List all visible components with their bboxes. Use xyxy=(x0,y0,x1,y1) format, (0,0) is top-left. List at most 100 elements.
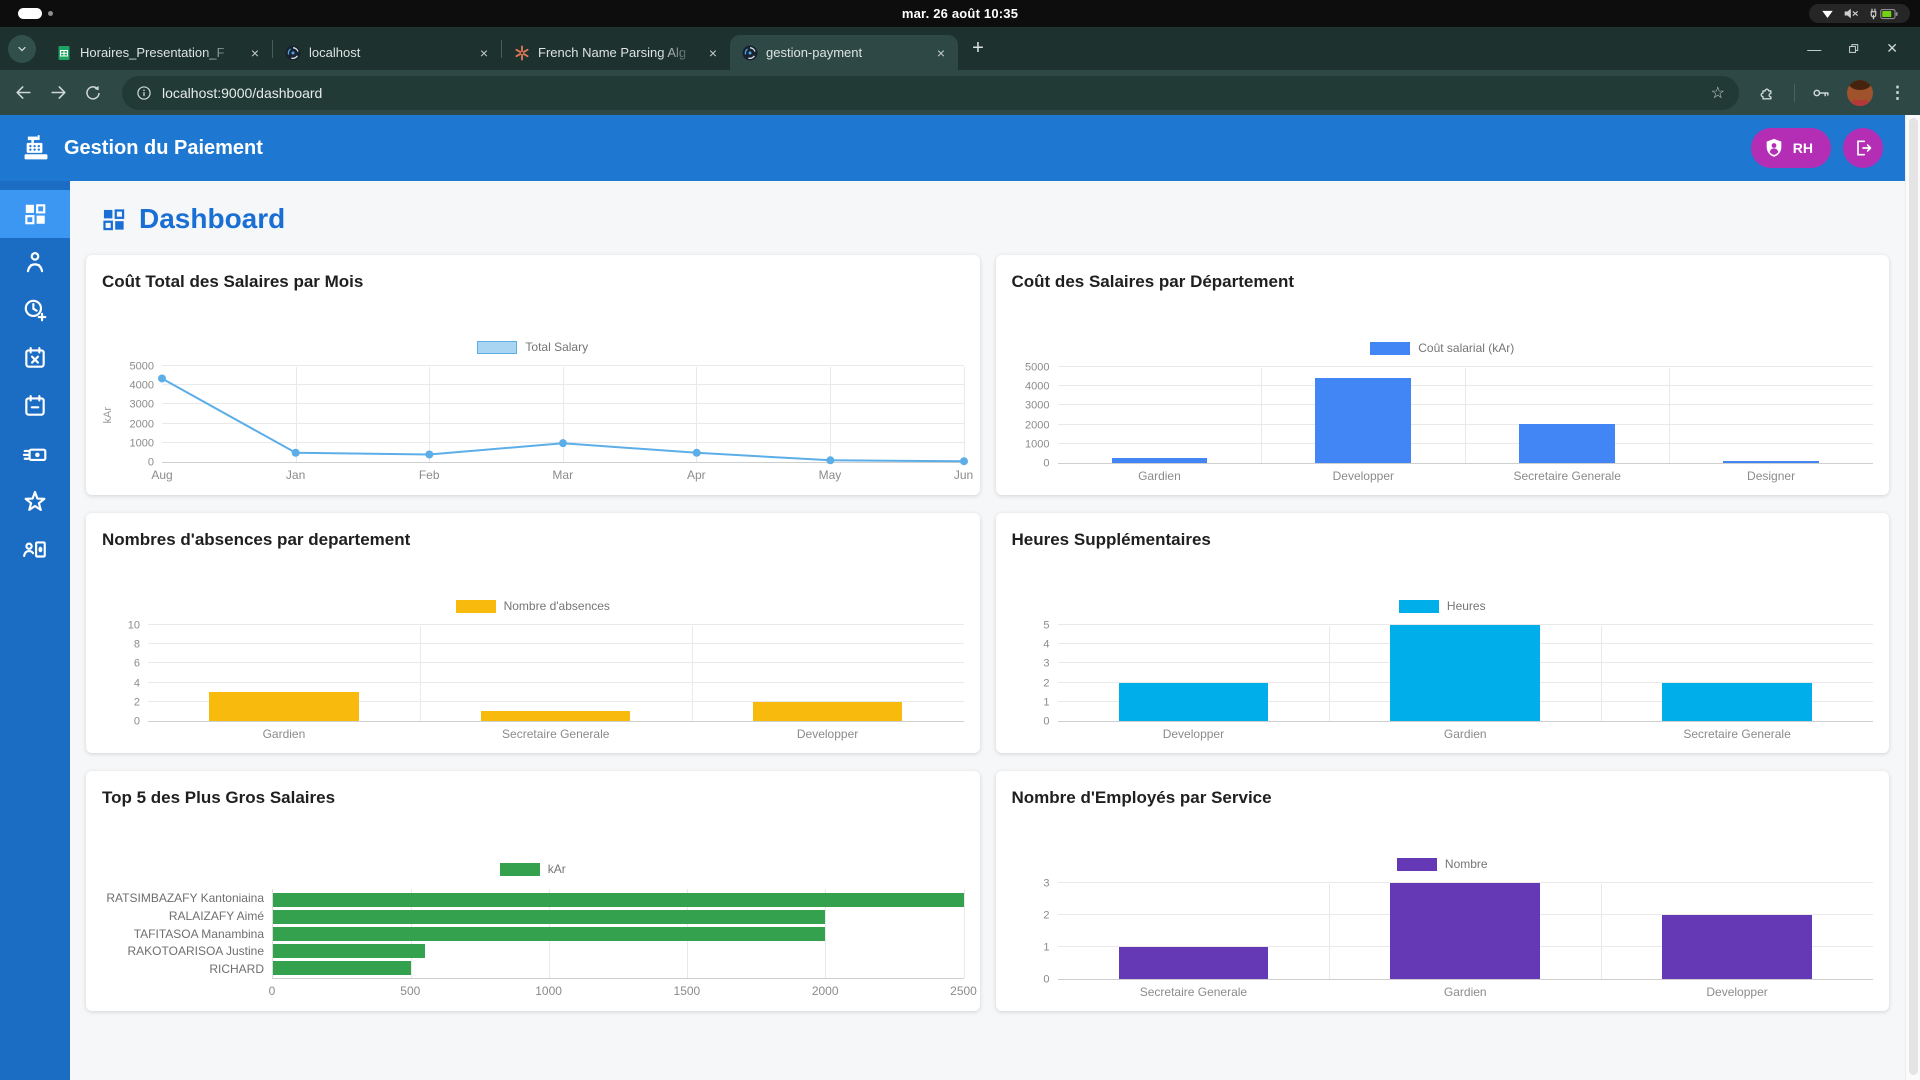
star-icon xyxy=(22,489,48,515)
gridline xyxy=(1329,626,1331,721)
sidebar xyxy=(0,181,70,1080)
bar xyxy=(1390,625,1540,721)
url-text: localhost:9000/dashboard xyxy=(162,84,323,101)
window-restore-button[interactable] xyxy=(1847,42,1860,55)
tab-separator xyxy=(501,39,502,58)
y-tick-label: 3000 xyxy=(129,398,154,411)
y-tick-label: 5000 xyxy=(129,360,154,373)
scrollbar-thumb[interactable] xyxy=(1909,118,1918,1075)
sidebar-item-employees[interactable] xyxy=(0,238,70,286)
bar xyxy=(1519,424,1616,463)
user-role-button[interactable]: RH xyxy=(1750,128,1831,168)
site-info-icon[interactable] xyxy=(136,85,152,101)
y-tick-label: 0 xyxy=(1043,715,1050,728)
gridline xyxy=(162,365,964,366)
bookmark-star-icon[interactable]: ☆ xyxy=(1710,84,1725,102)
tab-gestion-payment[interactable]: gestion-payment × xyxy=(730,35,958,70)
app-header: Gestion du Paiement RH xyxy=(0,115,1905,181)
legend-label: Nombre xyxy=(1444,857,1488,871)
x-tick-label: Mar xyxy=(552,468,574,482)
x-tick-label: Jun xyxy=(953,468,974,482)
chart-legend: Nombre xyxy=(1012,857,1874,871)
y-tick-label: 2000 xyxy=(129,418,154,431)
tab-close-icon[interactable]: × xyxy=(250,44,260,61)
browser-menu-icon[interactable]: ⋮ xyxy=(1889,82,1906,102)
y-tick-label: 0 xyxy=(147,456,154,469)
tab-horaires[interactable]: Horaires_Presentation_F × xyxy=(44,35,272,70)
y-category-label: TAFITASOA Manambina xyxy=(133,926,264,941)
window-minimize-button[interactable]: — xyxy=(1807,40,1822,57)
bar xyxy=(1723,461,1819,463)
bar-row xyxy=(273,891,964,908)
app-favicon xyxy=(285,45,301,61)
y-tick-label: 1000 xyxy=(1025,438,1050,451)
forward-button[interactable] xyxy=(49,83,68,102)
tab-close-icon[interactable]: × xyxy=(708,44,718,61)
legend-label: kAr xyxy=(547,862,566,876)
app-title: Gestion du Paiement xyxy=(64,136,263,159)
legend-swatch xyxy=(477,340,518,354)
x-axis: Secretaire Generale Gardien Developper xyxy=(1012,985,1874,999)
line-series xyxy=(158,374,968,466)
gridline xyxy=(1465,368,1467,463)
y-tick-label: 4 xyxy=(1043,638,1050,651)
bar xyxy=(273,943,425,958)
sidebar-item-leave[interactable] xyxy=(0,382,70,430)
tab-search-button[interactable] xyxy=(8,34,36,63)
bar xyxy=(1111,458,1208,463)
address-bar[interactable]: localhost:9000/dashboard ☆ xyxy=(122,75,1739,110)
gridline xyxy=(1057,882,1873,883)
chart-absences-by-department: Nombre d'absences 0 2 4 6 8 10 Gardien Secretair… xyxy=(102,599,964,741)
password-key-icon[interactable] xyxy=(1811,83,1831,103)
x-tick-label: Designer xyxy=(1747,469,1796,483)
activities-indicator[interactable] xyxy=(10,4,61,23)
chart-overtime-hours: Heures 0 1 2 3 4 5 Developper Gardien Secretaire … xyxy=(1012,599,1873,741)
y-tick-label: 1 xyxy=(1043,696,1050,709)
window-close-button[interactable]: ✕ xyxy=(1886,40,1898,56)
profile-avatar[interactable] xyxy=(1847,79,1873,106)
reload-button[interactable] xyxy=(84,84,102,102)
bar xyxy=(1315,377,1412,463)
axis-spacer xyxy=(1012,985,1058,999)
sidebar-item-dashboard[interactable] xyxy=(0,190,70,238)
tab-localhost[interactable]: localhost × xyxy=(273,35,501,70)
plot-grid xyxy=(148,624,964,722)
chart-legend: kAr xyxy=(102,862,964,876)
bar-row xyxy=(273,908,964,925)
legend-swatch xyxy=(455,599,496,613)
sidebar-item-favorites[interactable] xyxy=(0,478,70,526)
page-scrollbar[interactable] xyxy=(1905,115,1920,1080)
y-tick-label: 0 xyxy=(1043,973,1050,986)
tab-close-icon[interactable]: × xyxy=(936,44,946,61)
logout-button[interactable] xyxy=(1843,128,1883,168)
card-title: Coût Total des Salaires par Mois xyxy=(102,272,364,291)
new-tab-button[interactable]: + xyxy=(972,37,984,59)
axis-spacer xyxy=(102,984,272,999)
dashboard-grid-icon xyxy=(100,206,127,233)
cash-register-icon xyxy=(22,134,50,162)
payments-cash-icon xyxy=(22,441,48,467)
sidebar-item-payroll[interactable] xyxy=(0,526,70,574)
extensions-icon[interactable] xyxy=(1759,83,1778,102)
tab-french-name-parsing[interactable]: French Name Parsing Alg × xyxy=(502,35,730,70)
back-button[interactable] xyxy=(14,83,33,102)
tab-title: localhost xyxy=(309,45,361,60)
x-tick-label: Jan xyxy=(285,468,306,482)
tab-close-icon[interactable]: × xyxy=(479,44,489,61)
system-tray[interactable] xyxy=(1809,4,1910,23)
sidebar-item-payments[interactable] xyxy=(0,430,70,478)
x-tick-labels: 0 500 1000 1500 2000 2500 xyxy=(269,984,977,999)
data-point xyxy=(291,448,300,457)
x-tick-label: 500 xyxy=(400,984,421,998)
system-clock[interactable]: mar. 26 août 10:35 xyxy=(901,6,1019,21)
y-tick-label: 2 xyxy=(1043,677,1050,690)
axis-spacer xyxy=(1012,469,1058,483)
y-tick-label: 2 xyxy=(1043,909,1050,922)
gridline xyxy=(429,367,431,462)
legend-label: Total Salary xyxy=(525,340,589,354)
bar xyxy=(480,711,631,721)
sidebar-item-add-hours[interactable] xyxy=(0,286,70,334)
x-tick-label: 1000 xyxy=(535,984,562,998)
sidebar-item-absences[interactable] xyxy=(0,334,70,382)
x-axis: 0 500 1000 1500 2000 2500 xyxy=(102,984,977,999)
